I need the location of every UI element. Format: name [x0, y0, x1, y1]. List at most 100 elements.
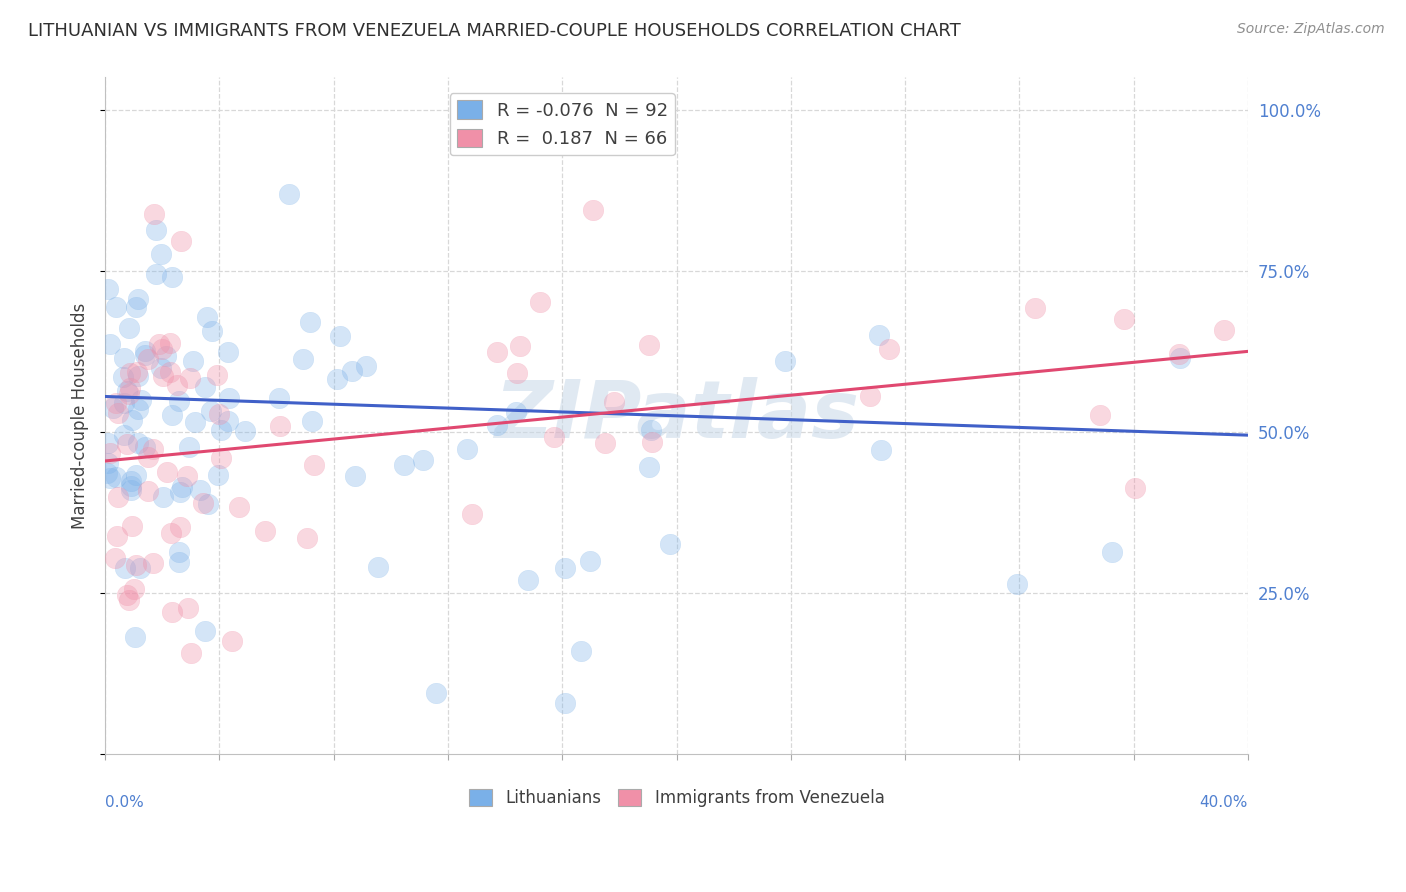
- Point: [582, 202, 605, 217]
- Point: [152, 368, 174, 383]
- Point: [150, 360, 173, 375]
- Point: [461, 507, 484, 521]
- Point: [125, 300, 148, 314]
- Point: [125, 365, 148, 379]
- Legend: Lithuanians, Immigrants from Venezuela: Lithuanians, Immigrants from Venezuela: [463, 782, 891, 814]
- Point: [209, 424, 232, 438]
- Point: [200, 404, 222, 418]
- Point: [773, 354, 796, 368]
- Point: [156, 466, 179, 480]
- Point: [456, 442, 478, 457]
- Point: [138, 450, 160, 465]
- Point: [640, 434, 662, 449]
- Point: [107, 405, 129, 419]
- Point: [1024, 301, 1046, 315]
- Point: [134, 348, 156, 362]
- Point: [155, 349, 177, 363]
- Point: [659, 537, 682, 551]
- Point: [254, 524, 277, 539]
- Point: [325, 372, 347, 386]
- Point: [1123, 481, 1146, 495]
- Point: [142, 442, 165, 456]
- Point: [112, 370, 135, 384]
- Point: [870, 442, 893, 457]
- Point: [120, 366, 142, 380]
- Text: 40.0%: 40.0%: [1199, 795, 1249, 810]
- Point: [134, 343, 156, 358]
- Point: [1168, 347, 1191, 361]
- Text: LITHUANIAN VS IMMIGRANTS FROM VENEZUELA MARRIED-COUPLE HOUSEHOLDS CORRELATION CH: LITHUANIAN VS IMMIGRANTS FROM VENEZUELA …: [28, 22, 960, 40]
- Point: [115, 384, 138, 398]
- Point: [412, 452, 434, 467]
- Point: [367, 560, 389, 574]
- Point: [145, 267, 167, 281]
- Point: [136, 484, 159, 499]
- Point: [505, 405, 527, 419]
- Point: [554, 696, 576, 710]
- Point: [148, 336, 170, 351]
- Point: [120, 474, 142, 488]
- Point: [1088, 408, 1111, 422]
- Point: [160, 270, 183, 285]
- Point: [1168, 351, 1191, 365]
- Point: [107, 491, 129, 505]
- Point: [640, 423, 662, 437]
- Point: [221, 633, 243, 648]
- Point: [578, 554, 600, 568]
- Point: [344, 469, 367, 483]
- Text: ZIPatlas: ZIPatlas: [494, 376, 859, 455]
- Point: [193, 496, 215, 510]
- Point: [302, 458, 325, 472]
- Point: [595, 436, 617, 450]
- Point: [506, 366, 529, 380]
- Point: [183, 415, 205, 429]
- Point: [217, 344, 239, 359]
- Point: [134, 440, 156, 454]
- Point: [1101, 544, 1123, 558]
- Point: [543, 429, 565, 443]
- Point: [181, 354, 204, 368]
- Text: 0.0%: 0.0%: [105, 795, 143, 810]
- Point: [228, 500, 250, 514]
- Point: [197, 497, 219, 511]
- Point: [603, 395, 626, 409]
- Point: [267, 391, 290, 405]
- Point: [115, 588, 138, 602]
- Point: [195, 310, 218, 324]
- Point: [159, 365, 181, 379]
- Point: [129, 561, 152, 575]
- Point: [177, 600, 200, 615]
- Point: [188, 483, 211, 497]
- Point: [120, 381, 142, 395]
- Y-axis label: Married-couple Households: Married-couple Households: [72, 302, 89, 529]
- Point: [127, 293, 149, 307]
- Point: [97, 436, 120, 450]
- Point: [425, 686, 447, 700]
- Point: [124, 630, 146, 644]
- Point: [868, 328, 890, 343]
- Point: [170, 480, 193, 494]
- Point: [167, 555, 190, 569]
- Point: [159, 336, 181, 351]
- Point: [159, 525, 181, 540]
- Point: [169, 519, 191, 533]
- Point: [201, 324, 224, 338]
- Point: [121, 413, 143, 427]
- Point: [96, 466, 118, 480]
- Point: [638, 459, 661, 474]
- Point: [1112, 312, 1135, 326]
- Point: [297, 532, 319, 546]
- Point: [129, 393, 152, 408]
- Point: [125, 468, 148, 483]
- Point: [485, 345, 508, 359]
- Point: [127, 368, 149, 383]
- Point: [207, 407, 229, 421]
- Point: [105, 470, 128, 484]
- Point: [125, 558, 148, 573]
- Point: [118, 387, 141, 401]
- Point: [1007, 576, 1029, 591]
- Point: [299, 315, 322, 329]
- Point: [149, 247, 172, 261]
- Point: [115, 437, 138, 451]
- Point: [160, 605, 183, 619]
